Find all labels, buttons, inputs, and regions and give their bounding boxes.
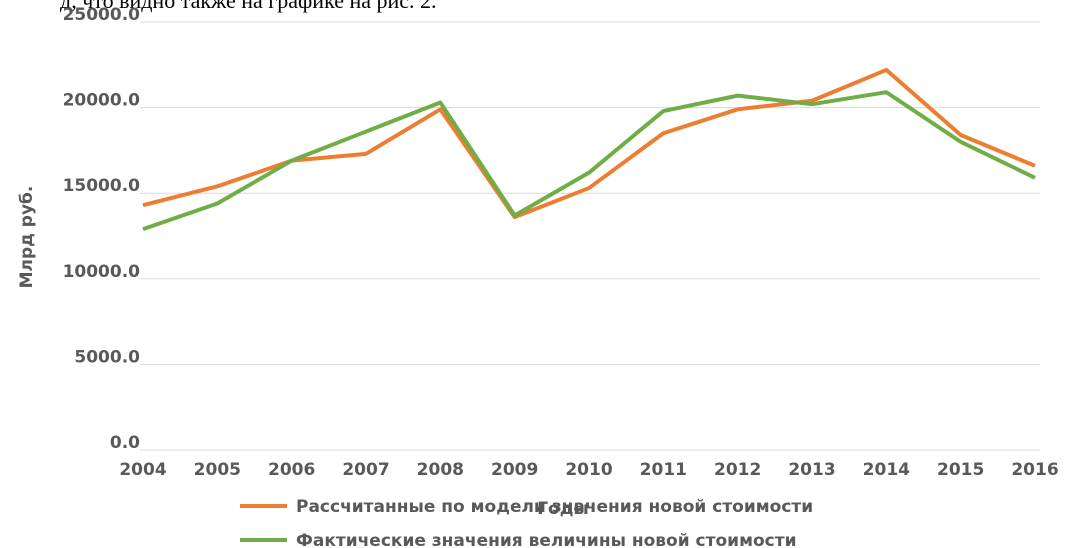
x-tick-label: 2011 xyxy=(640,460,687,480)
legend-label: Фактические значения величины новой стои… xyxy=(296,531,797,548)
x-tick-label: 2010 xyxy=(565,460,612,480)
y-tick-label: 5000.0 xyxy=(74,347,140,367)
x-tick-label: 2016 xyxy=(1011,460,1058,480)
x-tick-label: 2007 xyxy=(342,460,389,480)
y-tick-label: 0.0 xyxy=(110,433,140,453)
x-tick-label: 2008 xyxy=(417,460,464,480)
x-axis-label: Годы xyxy=(537,499,589,519)
y-tick-label: 10000.0 xyxy=(63,262,141,282)
header-text: д, что видно также на графике на рис. 2. xyxy=(60,0,437,13)
x-tick-label: 2015 xyxy=(937,460,984,480)
y-tick-label: 20000.0 xyxy=(63,91,141,111)
x-tick-label: 2009 xyxy=(491,460,538,480)
series-line xyxy=(142,90,1036,232)
x-tick-label: 2005 xyxy=(194,460,241,480)
series-line xyxy=(142,67,1036,220)
x-tick-label: 2004 xyxy=(119,460,166,480)
legend-label: Рассчитанные по модели значения новой ст… xyxy=(296,497,813,517)
y-tick-label: 15000.0 xyxy=(63,176,141,196)
x-tick-label: 2006 xyxy=(268,460,315,480)
x-tick-label: 2014 xyxy=(863,460,910,480)
x-tick-label: 2012 xyxy=(714,460,761,480)
x-tick-label: 2013 xyxy=(788,460,835,480)
y-axis-label: Млрд руб. xyxy=(17,186,37,289)
y-tick-label: 25000.0 xyxy=(63,5,141,25)
